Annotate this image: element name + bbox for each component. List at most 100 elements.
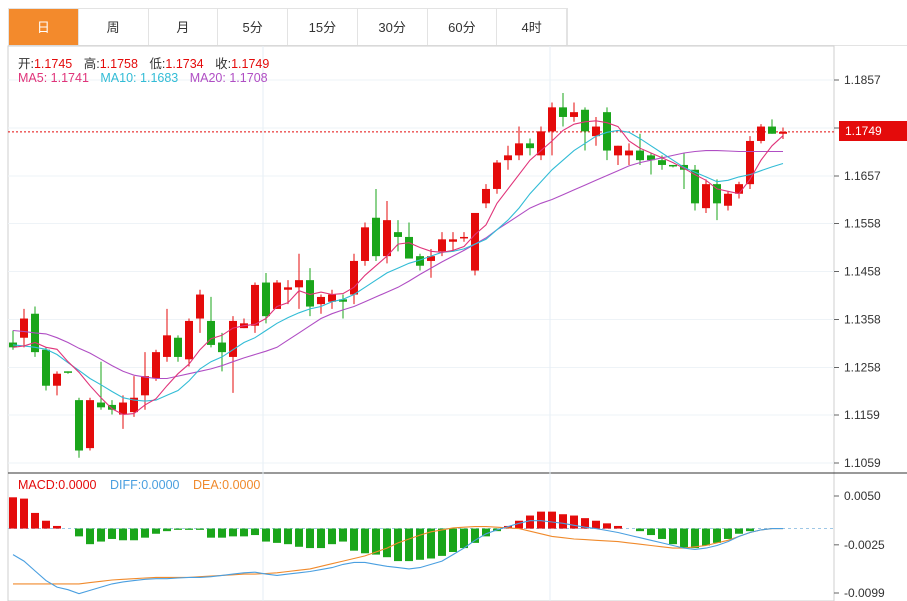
macd-bar: [251, 528, 259, 536]
macd-label: MACD:: [18, 478, 59, 492]
macd-bar: [647, 528, 655, 536]
macd-bar: [350, 528, 358, 551]
candle-body: [361, 227, 369, 261]
price-tick-label: 1.1857: [844, 73, 881, 87]
macd-bar: [361, 528, 369, 554]
macd-bar: [229, 528, 237, 537]
candle-body: [196, 294, 204, 319]
price-tick-label: 1.1458: [844, 265, 881, 279]
candle-body: [614, 145, 622, 156]
candle-body: [141, 376, 149, 396]
macd-bar: [405, 528, 413, 562]
macd-bar: [746, 528, 754, 532]
macd-bar: [284, 528, 292, 545]
tab-4hour[interactable]: 4时: [497, 9, 567, 46]
tab-15min[interactable]: 15分: [288, 9, 358, 46]
ma10-line: [12, 129, 784, 402]
price-tick-label: 1.1059: [844, 456, 881, 470]
candle-body: [691, 169, 699, 204]
price-tick-label: 1.1358: [844, 312, 881, 326]
macd-bar: [680, 528, 688, 549]
candle-body: [229, 320, 237, 357]
candle-body: [42, 349, 50, 386]
tab-60min[interactable]: 60分: [428, 9, 498, 46]
macd-bar: [97, 528, 105, 542]
candle-body: [724, 193, 732, 206]
candle-body: [405, 236, 413, 259]
ma20-label: MA20:: [189, 71, 226, 85]
candle-body: [251, 284, 259, 326]
macd-bar: [471, 528, 479, 543]
last-price-tag: 1.1749: [839, 121, 907, 141]
candle-body: [284, 287, 292, 290]
candle-body: [570, 112, 578, 117]
ma10-label: MA10:: [100, 71, 137, 85]
candle-body: [537, 131, 545, 156]
candle-body: [317, 296, 325, 305]
macd-legend: MACD:0.0000 DIFF:0.0000 DEA:0.0000: [18, 478, 260, 492]
candle-body: [702, 184, 710, 209]
macd-bar: [394, 528, 402, 562]
price-tick-label: 1.1558: [844, 217, 881, 231]
close-label: 收:: [215, 57, 232, 71]
macd-bar: [713, 528, 721, 543]
candle-body: [394, 232, 402, 237]
ma20-line: [12, 150, 783, 380]
candle-body: [438, 239, 446, 252]
macd-bar: [328, 528, 336, 545]
ma20-value: 1.1708: [229, 71, 268, 85]
macd-bar: [669, 528, 677, 545]
macd-bar: [724, 528, 732, 539]
tab-30min[interactable]: 30分: [358, 9, 428, 46]
candle-body: [97, 402, 105, 408]
macd-bar: [295, 528, 303, 547]
macd-bar: [306, 528, 314, 549]
macd-bar: [658, 528, 666, 539]
macd-bar: [86, 528, 94, 545]
candle-body: [20, 318, 28, 338]
candle-body: [592, 126, 600, 137]
timeframe-tabs: 日 周 月 5分 15分 30分 60分 4时: [8, 8, 568, 46]
open-label: 开:: [18, 57, 34, 71]
candle-body: [262, 282, 270, 317]
candle-body: [108, 404, 116, 410]
macd-bar: [515, 520, 523, 529]
macd-bar: [130, 528, 138, 541]
macd-bar: [548, 511, 556, 529]
ma5-line: [12, 120, 784, 416]
macd-bar: [339, 528, 347, 542]
tab-5min[interactable]: 5分: [218, 9, 288, 46]
macd-bar: [152, 528, 160, 534]
price-tick-label: 1.1258: [844, 360, 881, 374]
dea-value: 0.0000: [222, 478, 261, 492]
macd-value: 0.0000: [58, 478, 97, 492]
price-tick-label: 1.1657: [844, 169, 881, 183]
candle-body: [636, 150, 644, 161]
candle-body: [174, 337, 182, 357]
tab-week[interactable]: 周: [79, 9, 149, 46]
macd-bar: [42, 520, 50, 529]
candle-body: [526, 143, 534, 149]
tab-month[interactable]: 月: [149, 9, 219, 46]
candle-body: [130, 397, 138, 413]
candle-body: [350, 260, 358, 295]
macd-bar: [735, 528, 743, 534]
candle-body: [75, 400, 83, 451]
candle-body: [119, 402, 127, 415]
candle-body: [306, 280, 314, 307]
macd-bar: [185, 528, 193, 530]
candle-body: [735, 184, 743, 194]
candles: [9, 92, 787, 458]
tab-day[interactable]: 日: [9, 9, 79, 46]
low-label: 低:: [149, 57, 166, 71]
candle-body: [603, 112, 611, 151]
macd-bar: [581, 518, 589, 529]
ohlc-legend: 开:1.1745 高:1.1758 低:1.1734 收:1.1749: [18, 53, 269, 72]
candle-body: [504, 155, 512, 161]
candle-body: [493, 162, 501, 189]
ma5-label: MA5:: [18, 71, 48, 85]
macd-bar: [141, 528, 149, 538]
candle-body: [779, 131, 787, 134]
macd-bar: [559, 514, 567, 529]
